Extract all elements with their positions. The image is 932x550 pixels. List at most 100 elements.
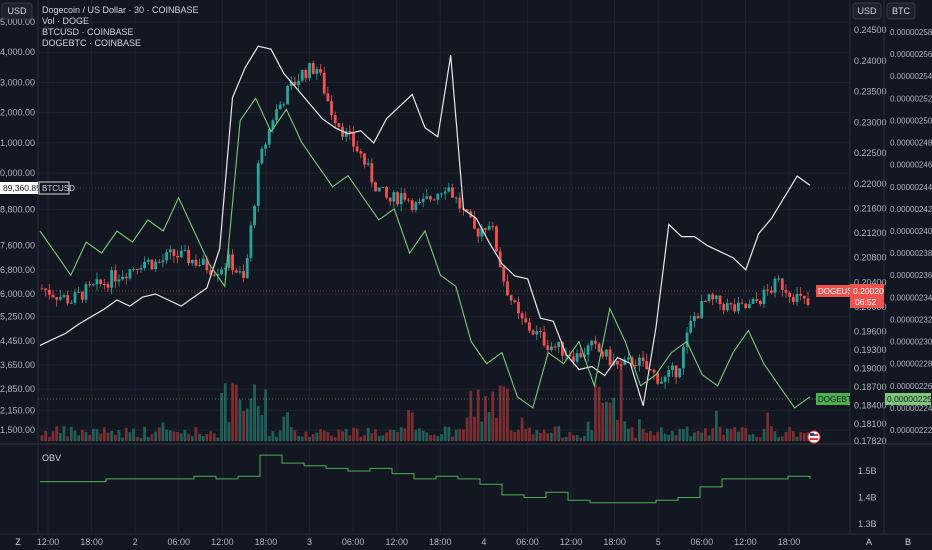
candle-body[interactable] [66, 295, 70, 304]
candle-body[interactable] [700, 301, 704, 319]
candle-body[interactable] [179, 250, 183, 258]
candle-body[interactable] [223, 267, 227, 270]
candle-body[interactable] [502, 267, 506, 282]
candle-body[interactable] [725, 303, 729, 311]
candle-body[interactable] [491, 226, 495, 228]
candle-body[interactable] [256, 163, 260, 206]
candle-body[interactable] [506, 281, 509, 296]
candle-body[interactable] [689, 321, 693, 333]
candle-body[interactable] [209, 270, 212, 275]
btc-scale-button[interactable]: B [905, 537, 911, 547]
candle-body[interactable] [205, 258, 209, 271]
candle-body[interactable] [124, 276, 128, 279]
candlesticks[interactable] [40, 60, 810, 390]
candle-body[interactable] [692, 316, 696, 322]
candle-body[interactable] [326, 93, 330, 102]
right-dogebtc-axis[interactable]: 0.00000258 0.00000256 0.00000254 0.00000252… [890, 28, 932, 435]
candle-body[interactable] [487, 226, 491, 230]
candle-body[interactable] [572, 356, 575, 362]
candle-body[interactable] [201, 258, 205, 265]
candle-body[interactable] [685, 332, 689, 347]
candle-body[interactable] [451, 187, 454, 198]
candle-body[interactable] [513, 300, 517, 303]
left-unit-button[interactable]: USD [1, 2, 33, 20]
zoom-button[interactable]: Z [15, 537, 21, 547]
right-dogeusd-axis[interactable]: 0.24500 0.24000 0.23500 0.23000 0.22500 0.220… [854, 25, 887, 446]
legend-main-symbol[interactable]: Dogecoin / US Dollar · 30 · COINBASE [42, 5, 199, 15]
candle-body[interactable] [80, 291, 84, 300]
candle-body[interactable] [561, 341, 564, 356]
candle-body[interactable] [168, 249, 172, 253]
candle-body[interactable] [509, 295, 513, 301]
candle-body[interactable] [447, 187, 451, 192]
candle-body[interactable] [374, 182, 377, 192]
candle-body[interactable] [91, 284, 95, 286]
candle-body[interactable] [678, 368, 682, 378]
candle-body[interactable] [443, 191, 447, 194]
candle-body[interactable] [311, 63, 315, 74]
candle-body[interactable] [429, 196, 432, 200]
candle-body[interactable] [231, 254, 234, 271]
candle-body[interactable] [289, 81, 293, 87]
candle-body[interactable] [139, 268, 143, 270]
candle-body[interactable] [113, 270, 117, 282]
candle-body[interactable] [344, 131, 348, 137]
candle-body[interactable] [410, 200, 414, 211]
candle-body[interactable] [135, 269, 139, 271]
candle-body[interactable] [322, 72, 326, 94]
candle-body[interactable] [425, 196, 429, 199]
candle-body[interactable] [242, 271, 245, 278]
candle-body[interactable] [132, 269, 136, 271]
candle-body[interactable] [187, 249, 191, 264]
candle-body[interactable] [212, 274, 216, 276]
candle-body[interactable] [740, 302, 744, 304]
candle-body[interactable] [297, 80, 300, 86]
candle-body[interactable] [476, 228, 480, 237]
candle-body[interactable] [795, 293, 799, 303]
candle-body[interactable] [330, 101, 333, 116]
candle-body[interactable] [190, 259, 194, 264]
left-price-axis[interactable]: 95,000.00 94,000.00 93,000.00 92,000.00 91,0… [0, 17, 35, 435]
candle-body[interactable] [77, 291, 81, 293]
candle-body[interactable] [744, 303, 748, 309]
candle-body[interactable] [403, 193, 407, 200]
candle-body[interactable] [106, 284, 110, 288]
candle-body[interactable] [69, 302, 73, 304]
candle-body[interactable] [128, 269, 132, 279]
candle-body[interactable] [528, 322, 531, 331]
candle-body[interactable] [586, 345, 590, 355]
candle-body[interactable] [161, 260, 165, 263]
candle-body[interactable] [659, 381, 663, 384]
candle-body[interactable] [480, 228, 484, 237]
candle-body[interactable] [418, 202, 421, 204]
obv-axis[interactable]: 1.5B 1.4B 1.3B [858, 466, 877, 529]
candle-body[interactable] [227, 254, 231, 268]
candle-body[interactable] [172, 249, 176, 256]
candle-body[interactable] [524, 318, 528, 323]
auto-scale-button[interactable]: A [866, 537, 872, 547]
candle-body[interactable] [564, 354, 568, 356]
candle-body[interactable] [780, 278, 784, 290]
candle-body[interactable] [355, 146, 359, 152]
legend-dogebtc[interactable]: DOGEBTC · COINBASE [42, 38, 141, 48]
candle-body[interactable] [553, 346, 557, 348]
candle-body[interactable] [718, 295, 722, 305]
candle-body[interactable] [58, 297, 62, 300]
candle-body[interactable] [766, 289, 770, 291]
candle-body[interactable] [788, 292, 792, 297]
candle-body[interactable] [484, 228, 487, 230]
candle-body[interactable] [352, 132, 355, 147]
candle-body[interactable] [755, 299, 759, 301]
candle-body[interactable] [146, 259, 150, 262]
candle-body[interactable] [157, 261, 161, 263]
candle-body[interactable] [707, 294, 711, 302]
candle-body[interactable] [546, 345, 550, 350]
candle-body[interactable] [165, 252, 169, 261]
candle-body[interactable] [359, 151, 363, 154]
candle-body[interactable] [47, 289, 51, 295]
candle-body[interactable] [319, 69, 322, 73]
candle-body[interactable] [267, 129, 271, 145]
candle-body[interactable] [40, 288, 44, 290]
candle-body[interactable] [102, 283, 106, 285]
candle-body[interactable] [377, 187, 381, 192]
